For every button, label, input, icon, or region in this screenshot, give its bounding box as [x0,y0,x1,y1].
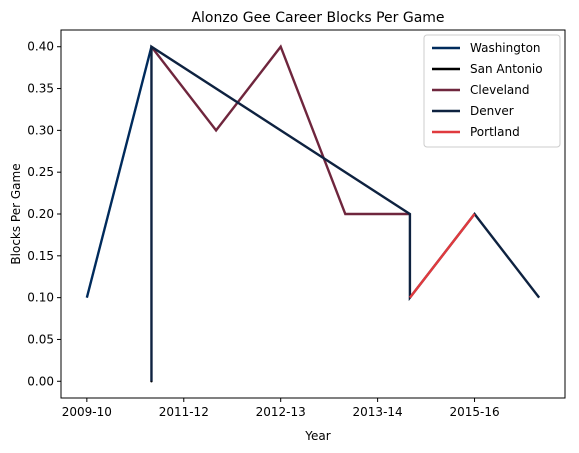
legend-label-san-antonio: San Antonio [470,62,543,76]
legend-box [423,34,561,148]
x-tick-label: 2012-13 [256,405,306,419]
legend-label-washington: Washington [470,41,541,55]
y-tick-label: 0.15 [27,249,54,263]
legend-label-denver: Denver [470,104,514,118]
y-tick-label: 0.40 [27,40,54,54]
series-line-portland [408,213,476,299]
y-tick-label: 0.00 [27,374,54,388]
x-axis-title: Year [304,429,330,443]
x-tick-label: 2013-14 [353,405,403,419]
y-tick-label: 0.35 [27,82,54,96]
y-tick-label: 0.25 [27,165,54,179]
legend-label-cleveland: Cleveland [470,83,530,97]
x-tick-label: 2011-12 [159,405,209,419]
x-tick-label: 2009-10 [62,405,112,419]
series-line-cleveland [150,44,410,216]
series-layer [85,44,541,383]
x-axis: 2009-10 2011-12 2012-13 2013-14 2015-16 [62,398,500,419]
y-tick-label: 0.05 [27,332,54,346]
legend-label-portland: Portland [470,125,520,139]
y-axis-title: Blocks Per Game [9,163,23,264]
series-line-denver [150,44,541,382]
chart-title: Alonzo Gee Career Blocks Per Game [191,10,444,26]
legend: Washington San Antonio Cleveland Denver Port… [423,34,561,148]
series-line-washington [85,46,153,298]
y-tick-label: 0.10 [27,291,54,305]
y-tick-label: 0.20 [27,207,54,221]
x-tick-label: 2015-16 [449,405,499,419]
y-tick-label: 0.30 [27,123,54,137]
y-axis: 0.00 0.05 0.10 0.15 0.20 0.25 0.30 0.35 0.40 [27,40,61,388]
